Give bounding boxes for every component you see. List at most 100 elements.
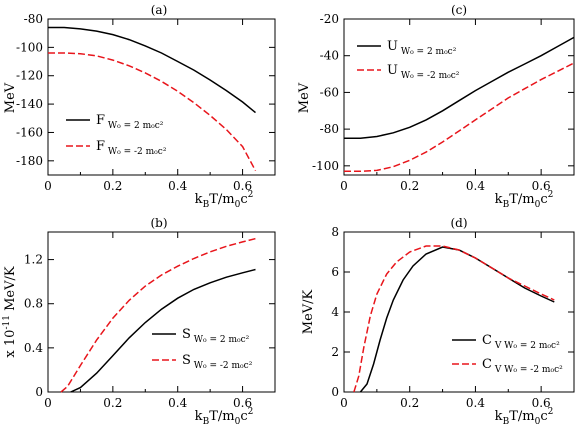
legend-label-symbol: U [387,63,398,78]
xlabel-sub-b: B [503,417,510,427]
legend-label-subscript: W₀ = -2 m₀c² [191,361,253,371]
xlabel-sub-b: B [203,417,210,427]
y-tick-label: 1.2 [24,253,43,267]
panel-b-xlabel: kBT/m0c2 [195,407,254,427]
xlabel-k: k [195,409,203,424]
legend-label: U W₀ = -2 m₀c² [387,63,460,81]
legend-label-subscript: W₀ = 2 m₀c² [105,121,164,131]
xlabel-sub-0: 0 [235,417,241,427]
y-tick-label: -20 [320,12,339,26]
panel-d-ylabel: MeV/K [301,289,316,334]
x-tick-label: 0.4 [168,179,187,193]
legend-label: C V W₀ = 2 m₀c² [482,333,560,351]
panel-a-frame [47,18,276,176]
legend-label-subscript: W₀ = -2 m₀c² [398,71,460,81]
series-line-minus [60,237,256,393]
xlabel-c: c [240,192,247,207]
panel-a: (a) 0 0.2 0.4 0.6 -80 -100 -120 -140 -160 -180 Me… [3,3,276,210]
legend-label-symbol: C [482,333,492,348]
panel-a-series [48,26,257,172]
legend-label-symbol: S [182,327,191,342]
xlabel-sub-0: 0 [235,200,241,210]
xlabel-main: T/m [209,192,234,207]
y-tick-label: -60 [320,85,339,99]
panel-c-series [344,36,575,173]
y-tick-label: -80 [320,122,339,136]
y-tick-label: -120 [16,69,43,83]
xlabel-sup-2: 2 [548,190,554,200]
xlabel-sub-b: B [203,200,210,210]
y-tick-label: 8 [331,225,339,239]
panel-c-ylabel: MeV [297,82,312,113]
panel-b-frame [47,231,276,393]
y-tick-label: -140 [16,97,43,111]
xlabel-sup-2: 2 [548,407,554,417]
legend-label-subscript: V W₀ = -2 m₀c² [492,365,563,375]
xlabel-main: T/m [509,192,534,207]
y-tick-label: -100 [312,159,339,173]
panel-a-ylabel: MeV [3,82,18,113]
panel-b-ylabel: x 10-11 MeV/K [2,266,18,357]
panel-d-series [353,245,555,393]
ylabel-exp: -11 [2,315,12,330]
y-tick-label: -180 [16,154,43,168]
legend-label: F W₀ = 2 m₀c² [96,113,164,131]
legend-label-symbol: U [387,39,398,54]
legend-label-symbol: S [182,353,191,368]
y-tick-label: -80 [24,12,43,26]
series-line-plus [70,268,256,393]
panel-a-xlabel: kBT/m0c2 [195,190,254,210]
y-tick-label: 0.8 [24,297,43,311]
x-tick-label: 0.4 [466,396,485,410]
x-tick-label: 0.6 [233,179,252,193]
xlabel-sup-2: 2 [248,190,254,200]
panel-b: (b) 0 0.2 0.4 0.6 0 0.4 0.8 1.2 x 10-11 MeV/K k… [2,216,276,427]
panel-c-frame [343,18,575,176]
xlabel-c: c [540,409,547,424]
x-tick-label: 0 [340,396,348,410]
x-tick-label: 0 [44,396,52,410]
series-line-plus [344,36,575,140]
panel-a-tag: (a) [151,3,168,17]
legend-label-subscript: W₀ = 2 m₀c² [398,47,457,57]
legend-label-subscript: V W₀ = 2 m₀c² [492,341,560,351]
x-tick-label: 0 [340,179,348,193]
xlabel-sub-0: 0 [535,200,541,210]
xlabel-k: k [495,409,503,424]
panel-b-ticks: 0 0.2 0.4 0.6 0 0.4 0.8 1.2 [24,232,275,410]
panel-c-tag: (c) [451,3,467,17]
legend-label-symbol: F [96,139,105,154]
series-line-minus [48,52,257,172]
panel-b-tag: (b) [150,216,167,230]
panel-d-xlabel: kBT/m0c2 [495,407,554,427]
xlabel-main: T/m [209,409,234,424]
series-line-plus [48,26,256,114]
series-line-plus [359,246,555,393]
xlabel-sub-b: B [503,200,510,210]
y-tick-label: -40 [320,49,339,63]
y-tick-label: 4 [331,305,339,319]
panel-b-series [60,237,256,393]
x-tick-label: 0.2 [103,396,122,410]
legend-label-subscript: W₀ = 2 m₀c² [191,335,250,345]
panel-c: (c) 0 0.2 0.4 0.6 -20 -40 -60 -80 -100 MeV kBT/m… [297,3,575,210]
panel-a-ticks: 0 0.2 0.4 0.6 -80 -100 -120 -140 -160 -180 [16,12,275,193]
x-tick-label: 0.6 [532,179,551,193]
x-tick-label: 0.4 [466,179,485,193]
x-tick-label: 0.4 [168,396,187,410]
x-tick-label: 0.6 [532,396,551,410]
xlabel-sup-2: 2 [248,407,254,417]
y-tick-label: 0 [331,385,339,399]
x-tick-label: 0.2 [400,396,419,410]
xlabel-k: k [495,192,503,207]
legend-label-symbol: C [482,357,492,372]
y-tick-label: -160 [16,125,43,139]
xlabel-main: T/m [509,409,534,424]
legend-label: C V W₀ = -2 m₀c² [482,357,563,375]
series-line-minus [353,245,555,393]
ylabel-unit: MeV/K [3,266,18,315]
